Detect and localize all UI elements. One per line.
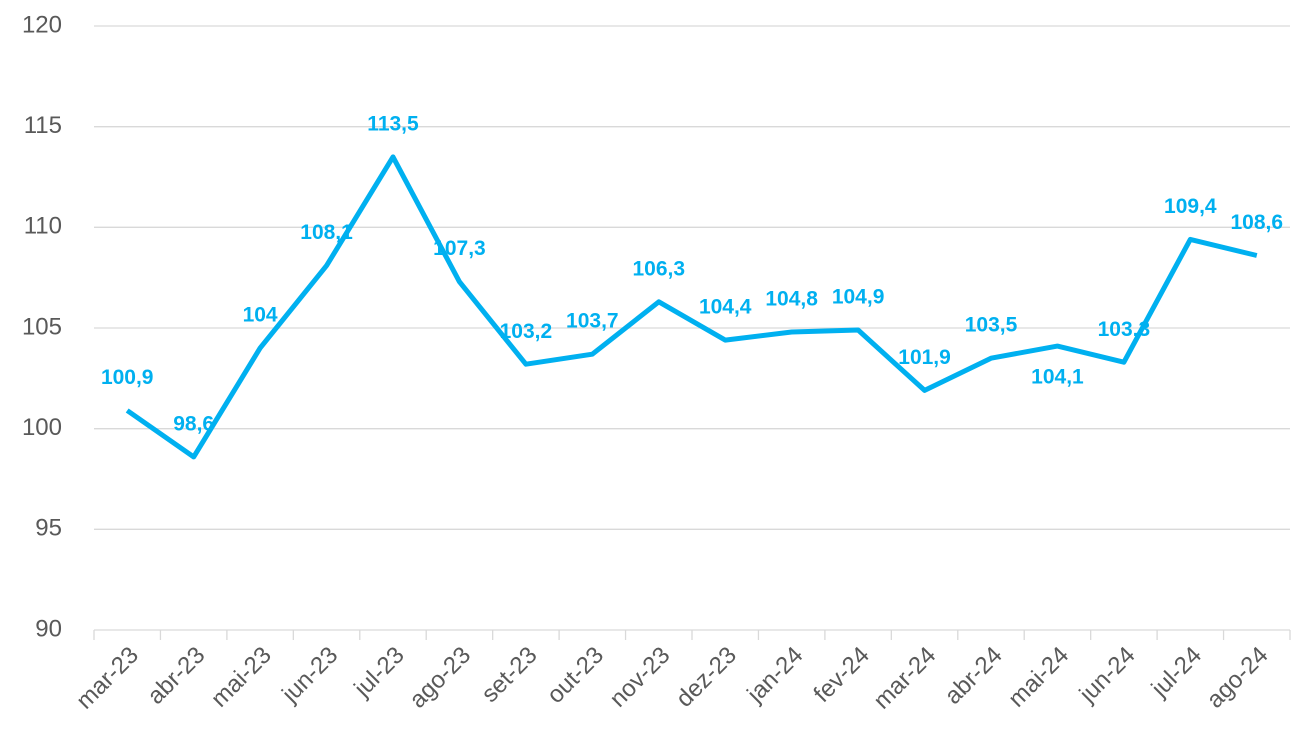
- y-tick-label: 115: [24, 112, 62, 139]
- data-line: [125, 154, 1258, 460]
- data-label: 104,1: [1031, 366, 1084, 389]
- x-tick-label: abr-24: [940, 642, 1008, 710]
- data-label: 98,6: [173, 412, 214, 435]
- data-label: 101,9: [898, 346, 951, 369]
- x-tick-label: jun-24: [1074, 642, 1141, 709]
- x-tick-label: out-23: [542, 642, 609, 709]
- x-tick-label: jun-23: [276, 642, 343, 709]
- y-tick-label: 105: [22, 313, 62, 340]
- x-tick-label: mai-23: [206, 642, 277, 713]
- data-label: 104,9: [832, 286, 885, 309]
- x-tick-label: jan-24: [741, 642, 808, 709]
- x-tick-label: ago-23: [404, 642, 476, 714]
- data-label: 104,8: [765, 288, 818, 311]
- x-tick-label: ago-24: [1202, 642, 1274, 714]
- x-tick-label: jul-23: [348, 642, 409, 703]
- x-tick-label: set-23: [476, 642, 542, 708]
- y-tick-label: 95: [35, 515, 62, 542]
- data-label: 108,6: [1230, 211, 1283, 234]
- x-tick-label: abr-23: [142, 642, 210, 710]
- data-label: 103,7: [566, 310, 619, 333]
- y-tick-label: 90: [35, 615, 62, 642]
- x-tick-label: jul-24: [1146, 642, 1207, 703]
- data-label: 113,5: [367, 112, 419, 135]
- y-tick-label: 120: [22, 11, 62, 38]
- data-label: 103,5: [965, 314, 1018, 337]
- data-label: 109,4: [1164, 195, 1217, 218]
- y-tick-label: 100: [22, 414, 62, 441]
- x-tick-label: dez-23: [671, 642, 742, 713]
- x-tick-label: mai-24: [1003, 642, 1074, 713]
- x-tick-label: mar-23: [71, 642, 144, 715]
- data-label: 108,1: [300, 221, 353, 244]
- x-tick-label: fev-24: [809, 642, 875, 708]
- data-label: 104,4: [699, 296, 752, 319]
- data-label: 106,3: [632, 257, 685, 280]
- x-tick-label: nov-23: [605, 642, 676, 713]
- data-label: 107,3: [433, 237, 486, 260]
- x-tick-label: mar-24: [868, 642, 941, 715]
- data-label: 103,3: [1098, 318, 1151, 341]
- data-label: 103,2: [500, 320, 553, 343]
- y-tick-label: 110: [24, 213, 62, 240]
- data-label: 100,9: [101, 366, 154, 389]
- data-label: 104: [243, 304, 278, 327]
